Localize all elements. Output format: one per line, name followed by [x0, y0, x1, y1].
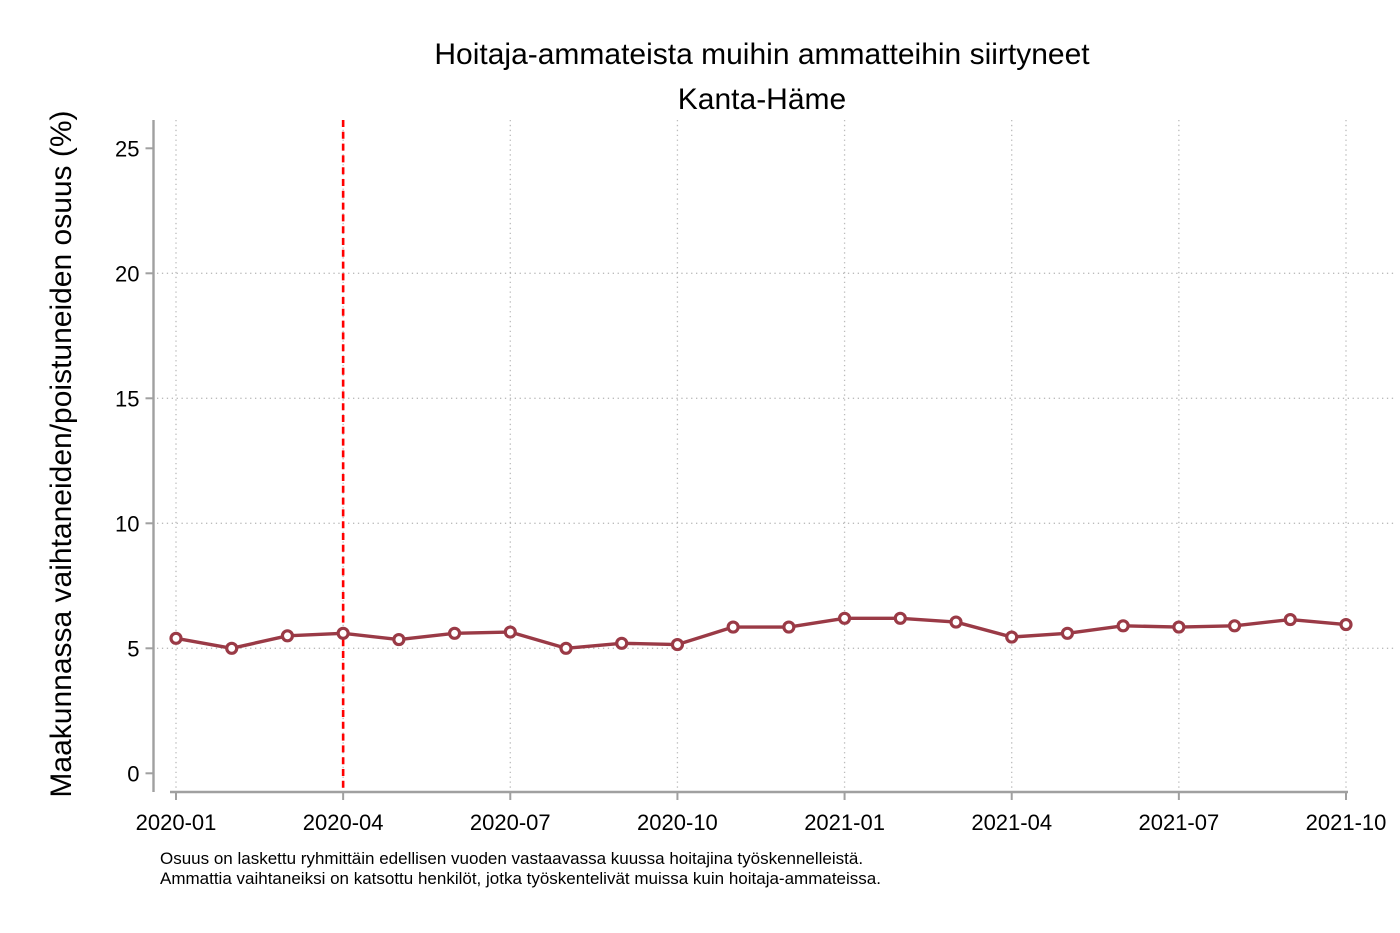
y-tick-label: 0 [127, 761, 139, 786]
data-point-marker [1116, 619, 1130, 633]
y-tick-label: 10 [115, 511, 139, 536]
data-point-marker [1172, 620, 1186, 634]
x-tick-label: 2020-01 [136, 810, 217, 835]
data-point-marker [1005, 630, 1019, 644]
series-line [174, 616, 1348, 650]
data-point-marker [392, 632, 406, 647]
y-tick-label: 25 [115, 136, 139, 161]
x-tick-label: 2020-10 [637, 810, 718, 835]
y-tick-label: 15 [115, 386, 139, 411]
data-point-marker [225, 641, 239, 655]
chart-title: Hoitaja-ammateista muihin ammatteihin si… [434, 38, 1090, 71]
data-point-marker [1060, 626, 1075, 640]
data-point-marker [1283, 612, 1297, 627]
data-point-marker [559, 641, 573, 655]
data-point-marker [670, 637, 685, 652]
data-point-marker [837, 611, 852, 625]
data-point-marker [169, 631, 183, 645]
data-point-marker [280, 629, 295, 643]
footnote-line-2: Ammattia vaihtaneiksi on katsottu henkil… [160, 868, 881, 888]
y-tick-label: 20 [115, 261, 139, 286]
data-point-marker [726, 620, 740, 634]
footnotes: Osuus on laskettu ryhmittäin edellisen v… [160, 849, 881, 888]
data-point-marker [336, 626, 350, 640]
x-tick-label: 2020-04 [303, 810, 384, 835]
data-point-marker [615, 636, 629, 650]
data-point-marker [949, 615, 963, 629]
chart-subtitle: Kanta-Häme [677, 83, 847, 116]
data-point-marker [893, 611, 907, 625]
x-tick-label: 2020-07 [470, 810, 551, 835]
x-tick-label: 2021-01 [804, 810, 885, 835]
data-point-marker [503, 625, 517, 639]
y-tick-label: 5 [127, 636, 139, 661]
data-point-marker [1227, 619, 1242, 633]
data-point-marker [447, 626, 462, 640]
data-point-marker [1339, 617, 1353, 632]
x-tick-label: 2021-07 [1138, 810, 1219, 835]
data-point-marker [782, 620, 796, 634]
footnote-line-1: Osuus on laskettu ryhmittäin edellisen v… [160, 849, 864, 868]
x-tick-label: 2021-04 [971, 810, 1052, 835]
x-tick-label: 2021-10 [1306, 810, 1387, 835]
